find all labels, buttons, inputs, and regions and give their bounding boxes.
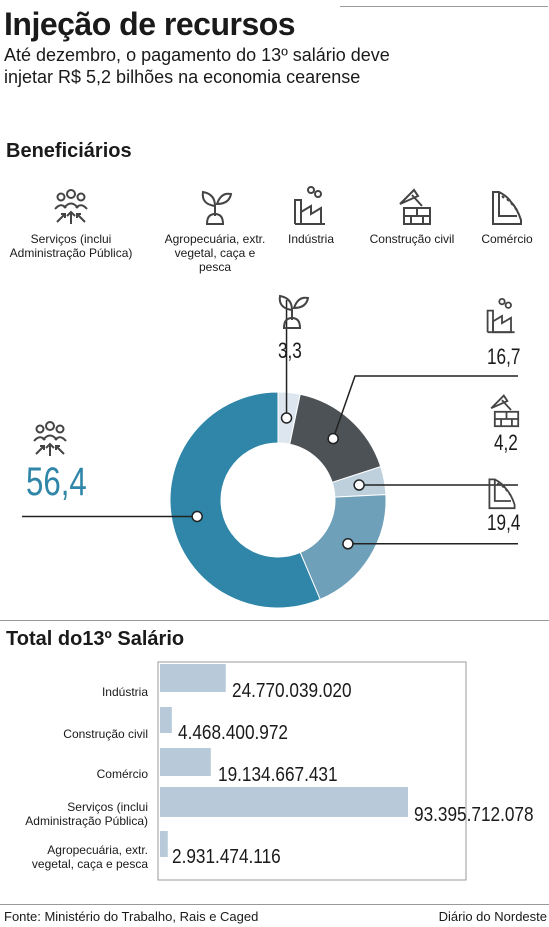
plant-icon bbox=[201, 190, 233, 225]
section-divider bbox=[0, 620, 549, 621]
bar-chart-frame bbox=[157, 661, 467, 881]
people-icon bbox=[33, 421, 67, 456]
category-servicos: Serviços (inclui Administração Pública) bbox=[6, 180, 136, 260]
value-label-industria: 16,7 bbox=[487, 344, 521, 369]
donut-chart bbox=[22, 300, 518, 609]
subtitle-line-2: injetar R$ 5,2 bilhões na economia ceare… bbox=[4, 67, 361, 87]
people-icon bbox=[54, 189, 88, 224]
bar-label-industria: Indústria bbox=[101, 685, 148, 699]
bar-agropecuaria bbox=[160, 831, 168, 857]
bar-servicos bbox=[160, 787, 408, 817]
leader-marker-industria bbox=[327, 432, 339, 445]
leader-marker-servicos bbox=[191, 510, 203, 523]
bar-label-servicos: Serviços (inclui Administração Pública) bbox=[25, 800, 148, 828]
leader-line-industria bbox=[332, 375, 518, 439]
bar-label-construcao: Construção civil bbox=[63, 727, 148, 741]
value-label-construcao: 4,2 bbox=[494, 430, 518, 455]
subtitle-line-1: Até dezembro, o pagamento do 13º salário… bbox=[4, 45, 390, 65]
beneficiaries-title: Beneficiários bbox=[6, 140, 132, 162]
leader-marker-construcao bbox=[353, 479, 365, 491]
bar-industria bbox=[160, 664, 226, 692]
category-comercio: Comércio bbox=[472, 180, 542, 246]
value-label-agropecuaria: 3,3 bbox=[278, 338, 302, 363]
factory-icon bbox=[486, 298, 515, 334]
construction-icon bbox=[490, 394, 520, 428]
plant-icon bbox=[278, 294, 310, 329]
donut-slice-servicos bbox=[169, 391, 321, 609]
donut-slice-comercio bbox=[299, 494, 387, 601]
category-construcao: Construção civil bbox=[358, 180, 466, 246]
value-label-comercio: 19,4 bbox=[487, 510, 521, 535]
leader-marker-comercio bbox=[342, 538, 354, 550]
bar-value-agropecuaria: 2.931.474.116 bbox=[172, 846, 281, 868]
factory-icon bbox=[294, 186, 325, 225]
value-label-servicos: 56,4 bbox=[26, 460, 87, 504]
bar-label-agropecuaria: Agropecuária, extr. vegetal, caça e pesc… bbox=[31, 843, 148, 871]
bar-value-construcao: 4.468.400.972 bbox=[178, 722, 288, 744]
footer-brand: Diário do Nordeste bbox=[438, 909, 547, 924]
bar-comercio bbox=[160, 748, 211, 776]
bar-construcao bbox=[160, 707, 172, 733]
bar-value-industria: 24.770.039.020 bbox=[232, 680, 352, 702]
category-label: Indústria bbox=[287, 232, 335, 246]
bar-value-comercio: 19.134.667.431 bbox=[218, 764, 338, 786]
category-agropecuaria: Agropecuária, extr. vegetal, caça e pesc… bbox=[160, 180, 270, 274]
leader-marker-agropecuaria bbox=[280, 412, 293, 424]
header-rule bbox=[340, 6, 548, 7]
bar-chart-title: Total do13º Salário bbox=[6, 628, 185, 650]
bar-chart bbox=[157, 661, 467, 881]
construction-icon bbox=[399, 188, 431, 225]
footer-source: Fonte: Ministério do Trabalho, Rais e Ca… bbox=[4, 909, 259, 924]
category-label: Comércio bbox=[481, 232, 533, 246]
bar-value-servicos: 93.395.712.078 bbox=[414, 804, 534, 826]
page-subtitle: Até dezembro, o pagamento do 13º salário… bbox=[4, 44, 390, 88]
category-label: Agropecuária, extr. vegetal, caça e pesc… bbox=[164, 232, 266, 274]
shop-icon bbox=[488, 478, 516, 510]
bar-label-comercio: Comércio bbox=[96, 767, 148, 781]
page-title: Injeção de recursos bbox=[4, 6, 296, 42]
category-label: Serviços (inclui Administração Pública) bbox=[9, 232, 133, 260]
category-label: Construção civil bbox=[369, 232, 455, 246]
footer-rule bbox=[0, 904, 549, 905]
category-industria: Indústria bbox=[276, 180, 346, 246]
shop-icon bbox=[492, 191, 522, 225]
